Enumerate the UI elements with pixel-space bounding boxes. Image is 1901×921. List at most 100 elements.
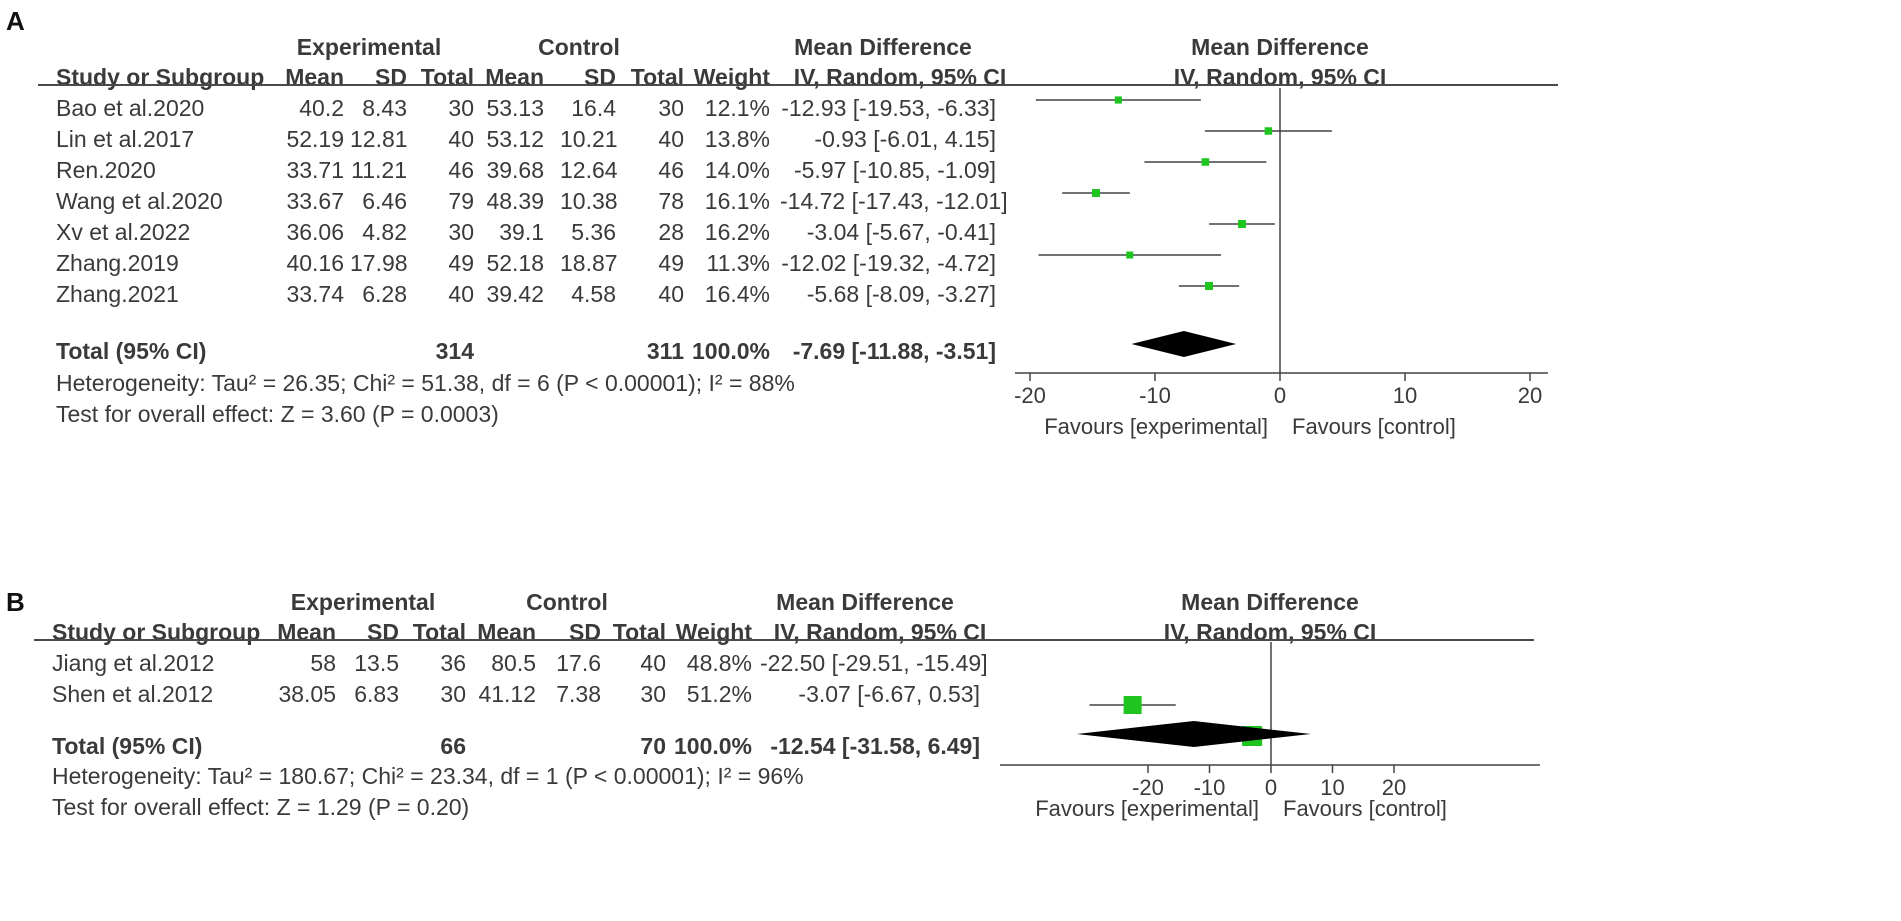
favours-experimental-label: Favours [experimental] — [1035, 796, 1259, 821]
ci-text: -3.07 [-6.67, 0.53] — [798, 681, 980, 707]
exp-sd: 6.46 — [362, 188, 407, 214]
ctl-sd: 12.64 — [560, 157, 618, 183]
ctl-total: 30 — [658, 95, 684, 121]
pooled-effect-diamond — [1131, 331, 1237, 357]
weight: 48.8% — [686, 650, 752, 676]
plot-title: Mean Difference — [1191, 34, 1369, 60]
heterogeneity-text: Heterogeneity: Tau² = 26.35; Chi² = 51.3… — [56, 370, 795, 396]
total-exp-total: 314 — [435, 338, 474, 364]
total-ci-text: -12.54 [-31.58, 6.49] — [770, 733, 980, 759]
panel-label: B — [6, 587, 25, 617]
x-tick-label: 0 — [1274, 383, 1286, 408]
ci-text: -0.93 [-6.01, 4.15] — [814, 126, 996, 152]
ctl-total: 46 — [658, 157, 684, 183]
ctl-mean: 53.13 — [486, 95, 544, 121]
study-name: Lin et al.2017 — [56, 126, 195, 152]
weight: 14.0% — [704, 157, 770, 183]
overall-effect-text: Test for overall effect: Z = 3.60 (P = 0… — [56, 401, 499, 427]
plot-title: Mean Difference — [1181, 589, 1359, 615]
ctl-total: 40 — [640, 650, 666, 676]
ctl-mean: 39.1 — [499, 219, 544, 245]
effect-marker — [1092, 189, 1100, 197]
ci-text: -12.93 [-19.53, -6.33] — [781, 95, 996, 121]
ctl-total: 40 — [658, 126, 684, 152]
exp-sd: 6.28 — [362, 281, 407, 307]
effect-marker — [1201, 158, 1210, 166]
exp-sd: 8.43 — [362, 95, 407, 121]
exp-total: 46 — [448, 157, 474, 183]
ctl-sd: 4.58 — [571, 281, 616, 307]
x-tick-label: -20 — [1014, 383, 1046, 408]
x-tick-label: 20 — [1518, 383, 1542, 408]
weight: 16.4% — [704, 281, 770, 307]
ctl-mean: 53.12 — [486, 126, 544, 152]
ctl-total: 49 — [658, 250, 684, 276]
favours-experimental-label: Favours [experimental] — [1044, 414, 1268, 439]
forest-plot-panel-b-content: B Experimental Control Mean Difference M… — [0, 587, 1901, 921]
effect-marker — [1114, 96, 1122, 104]
exp-total: 30 — [448, 219, 474, 245]
panel-label: A — [6, 6, 25, 36]
exp-total: 49 — [448, 250, 474, 276]
ci-text: -5.97 [-10.85, -1.09] — [793, 157, 996, 183]
forest-plot-panel-a: A Experimental Control Mean Difference M… — [6, 6, 1558, 439]
effect-marker — [1205, 282, 1213, 290]
ctl-sd: 7.38 — [556, 681, 601, 707]
ci-text: -12.02 [-19.32, -4.72] — [781, 250, 996, 276]
ctl-mean: 80.5 — [491, 650, 536, 676]
ci-text: -14.72 [-17.43, -12.01] — [780, 188, 1008, 214]
exp-total: 79 — [448, 188, 474, 214]
pooled-effect-diamond — [1076, 721, 1311, 747]
study-name: Xv et al.2022 — [56, 219, 191, 245]
exp-sd: 17.98 — [350, 250, 408, 276]
exp-sd: 13.5 — [354, 650, 399, 676]
experimental-group-header: Experimental — [290, 589, 436, 615]
ctl-mean: 39.68 — [486, 157, 544, 183]
favours-control-label: Favours [control] — [1292, 414, 1456, 439]
study-name: Jiang et al.2012 — [52, 650, 215, 676]
favours-control-label: Favours [control] — [1283, 796, 1447, 821]
weight: 16.2% — [704, 219, 770, 245]
ctl-sd: 18.87 — [560, 250, 618, 276]
effect-marker — [1126, 251, 1134, 259]
study-name: Bao et al.2020 — [56, 95, 205, 121]
study-name: Zhang.2019 — [56, 250, 179, 276]
ctl-sd: 10.38 — [560, 188, 618, 214]
exp-total: 36 — [440, 650, 466, 676]
mean-difference-header: Mean Difference — [776, 589, 954, 615]
exp-sd: 12.81 — [350, 126, 408, 152]
total-label: Total (95% CI) — [52, 733, 203, 759]
header-rule — [34, 639, 1534, 641]
total-ctl-total: 70 — [640, 733, 666, 759]
ctl-total: 30 — [640, 681, 666, 707]
exp-total: 40 — [448, 281, 474, 307]
ctl-mean: 48.39 — [486, 188, 544, 214]
exp-mean: 52.19 — [286, 126, 344, 152]
control-group-header: Control — [538, 34, 620, 60]
effect-marker — [1264, 127, 1273, 135]
weight: 11.3% — [706, 250, 770, 276]
exp-total: 40 — [448, 126, 474, 152]
weight: 16.1% — [704, 188, 770, 214]
study-name: Ren.2020 — [56, 157, 156, 183]
x-tick-label: -10 — [1139, 383, 1171, 408]
exp-mean: 58 — [310, 650, 336, 676]
total-ctl-total: 311 — [646, 338, 684, 364]
exp-sd: 11.21 — [351, 157, 407, 183]
exp-mean: 33.71 — [286, 157, 344, 183]
study-name: Shen et al.2012 — [52, 681, 214, 707]
x-tick-label: -10 — [1194, 775, 1226, 800]
ctl-sd: 16.4 — [571, 95, 616, 121]
overall-effect-text: Test for overall effect: Z = 1.29 (P = 0… — [52, 794, 470, 820]
control-group-header: Control — [526, 589, 608, 615]
ci-text: -3.04 [-5.67, -0.41] — [806, 219, 996, 245]
exp-sd: 4.82 — [362, 219, 407, 245]
ctl-total: 40 — [658, 281, 684, 307]
experimental-group-header: Experimental — [296, 34, 442, 60]
total-weight: 100.0% — [691, 338, 770, 364]
total-ci-text: -7.69 [-11.88, -3.51] — [792, 338, 996, 364]
total-weight: 100.0% — [673, 733, 752, 759]
exp-total: 30 — [448, 95, 474, 121]
exp-total: 30 — [440, 681, 466, 707]
exp-mean: 40.2 — [299, 95, 344, 121]
